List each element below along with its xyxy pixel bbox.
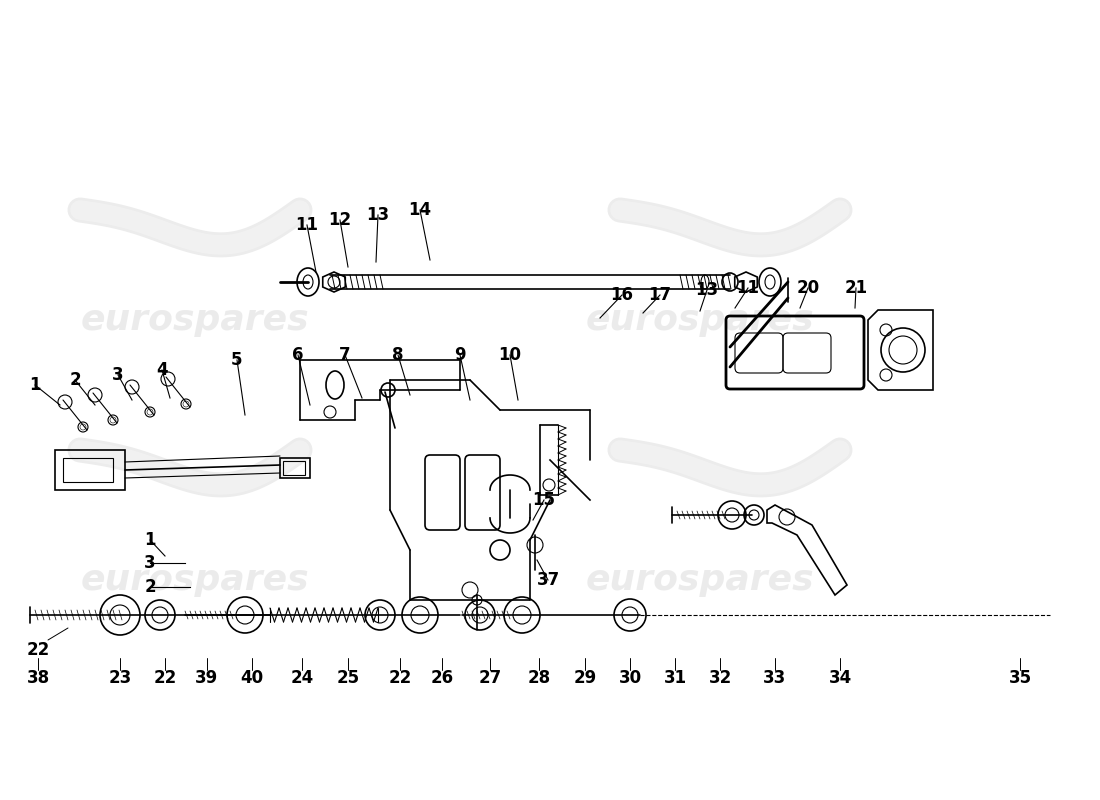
Text: 40: 40 — [241, 669, 264, 687]
Text: 4: 4 — [156, 361, 168, 379]
Text: 3: 3 — [144, 554, 156, 572]
Text: 7: 7 — [339, 346, 351, 364]
Text: 27: 27 — [478, 669, 502, 687]
Text: 13: 13 — [366, 206, 389, 224]
Text: 28: 28 — [527, 669, 551, 687]
Text: 22: 22 — [153, 669, 177, 687]
Text: 11: 11 — [737, 279, 759, 297]
Text: 14: 14 — [408, 201, 431, 219]
Text: 1: 1 — [144, 531, 156, 549]
Text: 13: 13 — [695, 281, 718, 299]
Text: 12: 12 — [329, 211, 352, 229]
Text: 24: 24 — [290, 669, 314, 687]
Text: 21: 21 — [845, 279, 868, 297]
Text: 32: 32 — [708, 669, 732, 687]
Text: 29: 29 — [573, 669, 596, 687]
Text: 8: 8 — [393, 346, 404, 364]
Text: 6: 6 — [293, 346, 304, 364]
Text: 20: 20 — [796, 279, 820, 297]
Text: eurospares: eurospares — [80, 563, 309, 597]
Text: eurospares: eurospares — [585, 303, 814, 337]
Bar — [280, 458, 310, 478]
Text: 5: 5 — [231, 351, 243, 369]
Text: eurospares: eurospares — [80, 303, 309, 337]
Text: 15: 15 — [532, 491, 556, 509]
Text: 38: 38 — [26, 669, 50, 687]
Text: 2: 2 — [69, 371, 80, 389]
Text: 10: 10 — [498, 346, 521, 364]
Text: 25: 25 — [337, 669, 360, 687]
Text: 16: 16 — [610, 286, 634, 304]
Bar — [55, 450, 125, 490]
Text: 3: 3 — [112, 366, 124, 384]
Text: 37: 37 — [537, 571, 560, 589]
Text: 30: 30 — [618, 669, 641, 687]
Text: 26: 26 — [430, 669, 453, 687]
Text: 2: 2 — [144, 578, 156, 596]
Text: 22: 22 — [26, 641, 50, 659]
Bar — [63, 458, 113, 482]
Text: 31: 31 — [663, 669, 686, 687]
Text: 23: 23 — [109, 669, 132, 687]
Text: eurospares: eurospares — [585, 563, 814, 597]
Text: 1: 1 — [30, 376, 41, 394]
Text: 9: 9 — [454, 346, 465, 364]
Text: 33: 33 — [763, 669, 786, 687]
Text: 17: 17 — [648, 286, 672, 304]
Text: 34: 34 — [828, 669, 851, 687]
Bar — [283, 461, 305, 475]
Text: 39: 39 — [196, 669, 219, 687]
Text: 35: 35 — [1009, 669, 1032, 687]
Text: 11: 11 — [296, 216, 319, 234]
Text: 22: 22 — [388, 669, 411, 687]
